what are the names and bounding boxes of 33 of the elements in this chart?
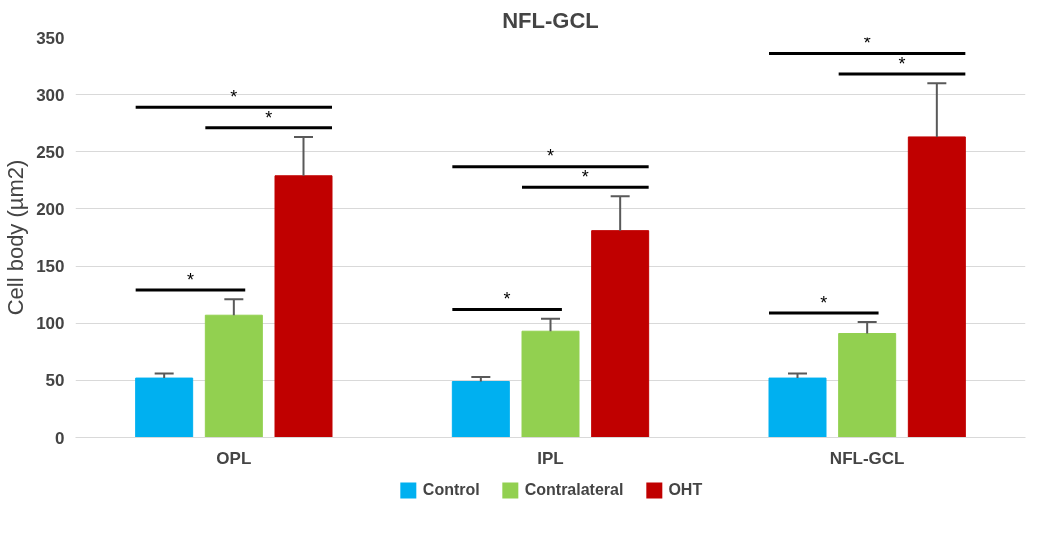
bar <box>204 314 263 438</box>
annotation: * <box>186 269 194 290</box>
annotation: * <box>503 289 511 310</box>
x-tick-label: NFL-GCL <box>829 448 905 468</box>
annotation: * <box>898 53 906 74</box>
annotation: * <box>547 146 555 167</box>
annotation: * <box>265 107 273 128</box>
bar <box>591 230 650 438</box>
annotation: * <box>230 86 238 107</box>
legend-label: Control <box>422 481 480 499</box>
y-tick-label: 150 <box>36 257 65 277</box>
bar <box>838 333 897 438</box>
annotation: * <box>581 166 589 187</box>
x-tick-label: OPL <box>216 448 252 468</box>
y-axis-title: Cell body (µm2) <box>3 159 29 316</box>
bar <box>135 377 194 438</box>
bar <box>274 175 333 438</box>
y-tick-label: 100 <box>36 314 65 334</box>
legend-label: Contralateral <box>524 481 624 499</box>
y-tick-label: 200 <box>36 199 65 219</box>
bar <box>768 377 827 438</box>
bar <box>451 381 510 438</box>
x-tick-label: IPL <box>537 448 564 468</box>
y-tick-label: 0 <box>55 428 65 448</box>
chart-title: NFL-GCL <box>502 7 599 33</box>
annotation: * <box>820 292 828 313</box>
bar <box>907 136 966 438</box>
y-tick-label: 300 <box>36 85 65 105</box>
y-tick-label: 250 <box>36 142 65 162</box>
legend-label: OHT <box>668 481 703 499</box>
y-tick-label: 350 <box>36 28 65 48</box>
y-tick-label: 50 <box>45 371 65 391</box>
bar <box>521 330 580 438</box>
